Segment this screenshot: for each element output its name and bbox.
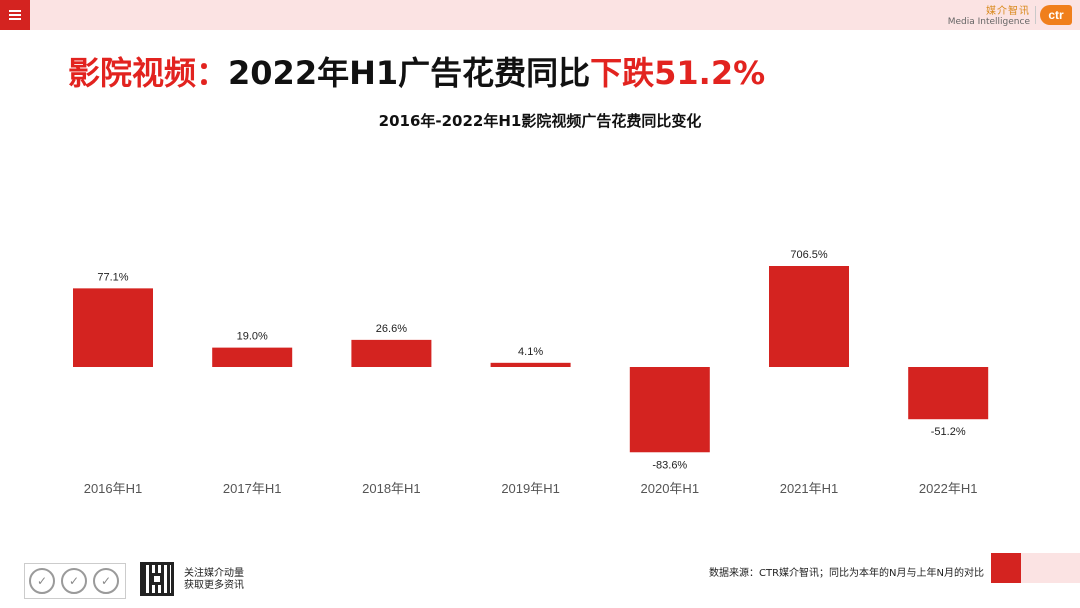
logo-cn: 媒介智讯 [986, 6, 1030, 17]
sgs-seal-icon: ✓ [29, 568, 55, 594]
bar-2020年H1 [629, 367, 710, 453]
menu-button[interactable] [0, 0, 30, 30]
x-tick-label: 2021年H1 [780, 481, 839, 496]
x-tick-label: 2022年H1 [919, 481, 978, 496]
sgs-seal-icon: ✓ [93, 568, 119, 594]
headline-prefix: 影院视频： [68, 54, 229, 92]
qr-code-icon [140, 562, 174, 596]
hamburger-line [9, 18, 21, 20]
bar-2021年H1 [769, 266, 849, 367]
hamburger-icon [9, 10, 21, 12]
certification-seals: ✓ ✓ ✓ [24, 563, 126, 599]
bar-2016年H1 [73, 288, 153, 367]
data-label: 19.0% [237, 331, 268, 343]
corner-accent-pink [1021, 553, 1080, 583]
data-label: -83.6% [652, 459, 687, 471]
data-label: 706.5% [790, 249, 828, 261]
ctr-logo-mark: ctr [1040, 5, 1072, 25]
data-label: 77.1% [97, 271, 128, 283]
logo-separator [1035, 6, 1036, 24]
follow-line-1: 关注媒介动量 [184, 568, 244, 579]
bar-2019年H1 [490, 362, 571, 367]
hamburger-line [9, 14, 21, 16]
corner-accent-red [991, 553, 1021, 583]
x-tick-label: 2017年H1 [223, 481, 282, 496]
data-label: -51.2% [931, 426, 966, 438]
sgs-seal-icon: ✓ [61, 568, 87, 594]
top-bar [0, 0, 1080, 30]
bar-2018年H1 [351, 339, 432, 367]
data-label: 26.6% [376, 323, 407, 335]
ctr-logo: 媒介智讯 Media Intelligence ctr [934, 2, 1074, 28]
follow-text: 关注媒介动量 获取更多资讯 [184, 568, 244, 592]
page-title: 影院视频：2022年H1广告花费同比下跌51.2% [68, 48, 765, 94]
x-tick-label: 2018年H1 [362, 481, 421, 496]
chart-title: 2016年-2022年H1影院视频广告花费同比变化 [378, 112, 702, 130]
bar-2022年H1 [908, 367, 989, 420]
x-tick-label: 2019年H1 [501, 481, 560, 496]
logo-en: Media Intelligence [947, 17, 1030, 27]
x-tick-label: 2020年H1 [641, 481, 700, 496]
headline-middle: 2022年H1广告花费同比 [228, 54, 591, 92]
follow-line-2: 获取更多资讯 [184, 580, 244, 591]
bar-2017年H1 [212, 347, 293, 367]
x-tick-label: 2016年H1 [84, 481, 143, 496]
headline-highlight: 下跌51.2% [590, 54, 766, 92]
data-label: 4.1% [518, 346, 543, 358]
logo-text: 媒介智讯 Media Intelligence [948, 6, 1030, 28]
data-source: 数据来源：CTR媒介智讯；同比为本年的N月与上年N月的对比 [709, 568, 984, 579]
qr-code-center [151, 573, 163, 585]
